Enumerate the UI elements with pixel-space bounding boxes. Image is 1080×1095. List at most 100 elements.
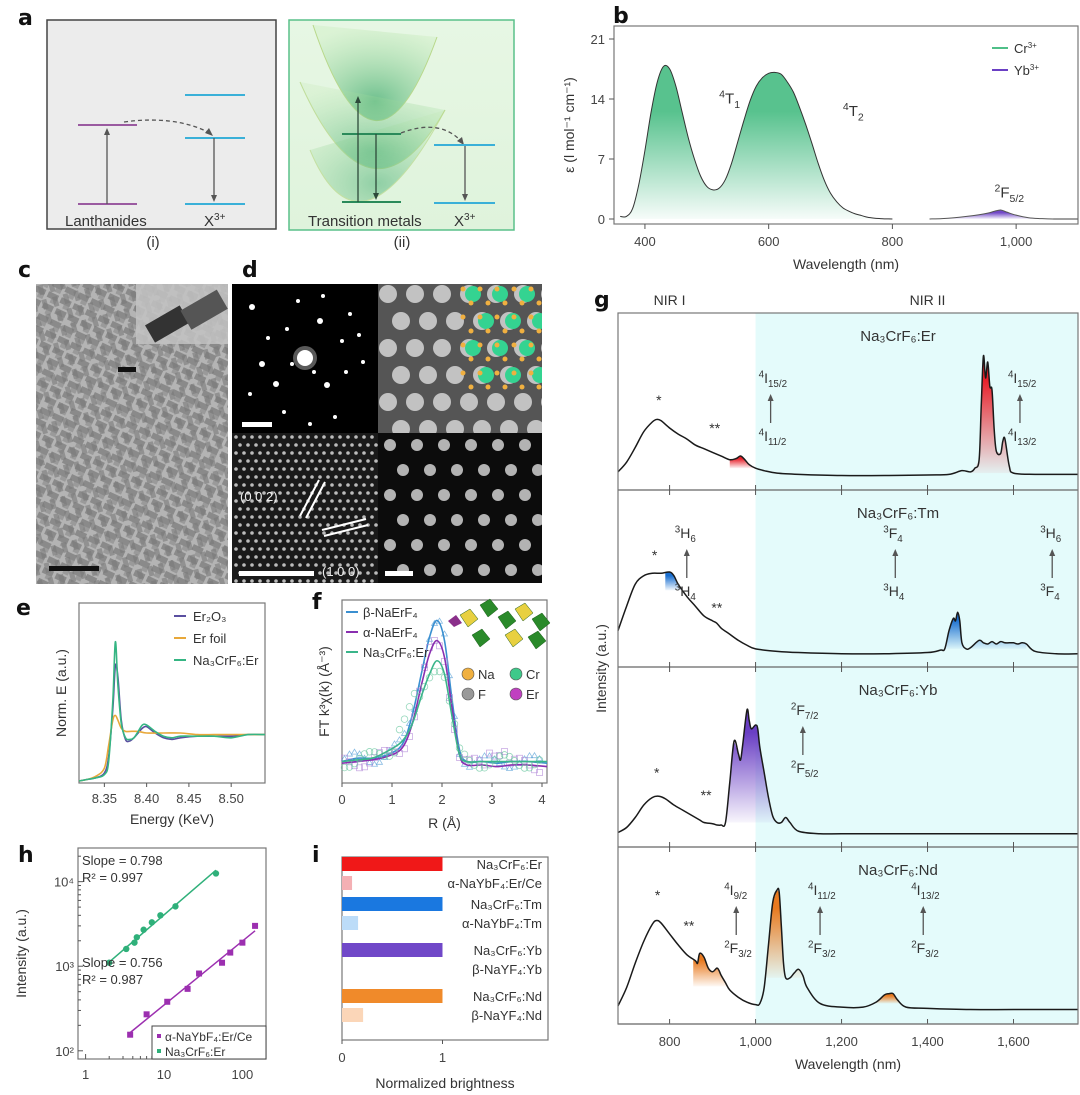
lattice-dot (338, 483, 342, 487)
lattice-dot (322, 451, 326, 455)
lattice-dot (318, 443, 322, 447)
lattice-dot (282, 451, 286, 455)
lattice-dot (374, 507, 378, 511)
r2-annotation-2: R² = 0.987 (82, 972, 143, 987)
lattice-dot (282, 499, 286, 503)
lattice-dot (270, 491, 274, 495)
marker-triangle (525, 751, 534, 759)
atom-spot (384, 539, 396, 551)
state-label: 4T1 (719, 88, 740, 111)
transition-metals-label: Transition metals (308, 213, 422, 230)
lower-state-label: 4I11/2 (759, 427, 787, 448)
data-point (148, 919, 156, 926)
lattice-dot (298, 531, 302, 535)
lattice-dot (350, 523, 354, 527)
lattice-dot (242, 579, 246, 583)
upper-state-label: 4I13/2 (911, 881, 939, 902)
na-atom-overlay (502, 384, 508, 390)
lattice-dot (370, 563, 374, 567)
lattice-dot (330, 499, 334, 503)
xtick-label: 3 (488, 792, 495, 807)
na-atom-overlay (519, 384, 525, 390)
lattice-dot (250, 563, 254, 567)
spectrum-line (617, 887, 1078, 1011)
atom-legend-label: Cr (526, 667, 540, 682)
lattice-dot (330, 435, 334, 439)
scale-bar-atomres (385, 571, 413, 576)
data-point (123, 945, 130, 953)
transition-arrowhead (817, 906, 824, 913)
lattice-dot (242, 531, 246, 535)
lattice-dot (262, 443, 266, 447)
lattice-dot (342, 507, 346, 511)
atom-spot (411, 439, 423, 451)
marker-circle (500, 751, 509, 759)
ytick-label: 10⁴ (54, 875, 74, 890)
cr-atom-overlay (492, 286, 508, 302)
diffraction-spot (348, 312, 352, 316)
atom-spot (424, 514, 436, 526)
atom-spot (397, 464, 409, 476)
category-label: β-NaYF₄:Yb (472, 962, 542, 977)
ytick-label: 10² (55, 1044, 74, 1059)
xtick-label: 1,000 (739, 1034, 772, 1049)
lattice-dot (374, 571, 378, 575)
lattice-dot (318, 523, 322, 527)
lattice-dot (322, 515, 326, 519)
marker-circle (535, 756, 544, 764)
lattice-dot (334, 475, 338, 479)
lattice-dot (270, 443, 274, 447)
lattice-dot (322, 547, 326, 551)
atom-legend-label: Er (526, 687, 540, 702)
lattice-dot (338, 515, 342, 519)
lower-state-label: 3H4 (883, 582, 905, 603)
na-atom-overlay (468, 384, 474, 390)
atom-column (392, 312, 410, 330)
lower-state-label: 2F3/2 (911, 939, 939, 960)
lattice-dot (338, 467, 342, 471)
lattice-dot (322, 563, 326, 567)
lattice-dot (274, 451, 278, 455)
category-label: Na₃CrF₆:Tm (471, 897, 542, 912)
lattice-dot (234, 451, 238, 455)
central-beam (297, 350, 313, 366)
subplot-title: Na₃CrF₆:Nd (858, 862, 938, 879)
lattice-dot (238, 475, 242, 479)
plot-frame (613, 25, 1079, 225)
lattice-dot (246, 475, 250, 479)
ytick-label: 14 (591, 92, 605, 107)
x3-label-i: X3+ (204, 212, 226, 230)
data-point (140, 926, 147, 933)
peak-marker: ** (683, 917, 694, 933)
y-axis-label: Intensity (a.u.) (593, 624, 609, 713)
lattice-dot (342, 539, 346, 543)
lattice-dot (314, 531, 318, 535)
lattice-dot (286, 459, 290, 463)
atom-spot (411, 539, 423, 551)
lattice-dot (338, 499, 342, 503)
lattice-dot (346, 499, 350, 503)
lattice-dot (270, 555, 274, 559)
lattice-dot (238, 459, 242, 463)
lattice-dot (334, 459, 338, 463)
lower-state-label: 2F5/2 (791, 759, 819, 780)
lattice-dot (302, 491, 306, 495)
atom-spot (465, 439, 477, 451)
lattice-dot (262, 491, 266, 495)
lattice-dot (334, 491, 338, 495)
lattice-dot (330, 483, 334, 487)
chart-g-emission: NIR I NIR IINa₃CrF₆:Er***4I15/24I11/24I15… (593, 292, 1079, 1072)
lattice-dot (254, 459, 258, 463)
lattice-dot (314, 451, 318, 455)
lower-state-label: 2F3/2 (724, 939, 752, 960)
atom-spot (492, 539, 504, 551)
lattice-dot (250, 579, 254, 583)
lattice-dot (362, 579, 366, 583)
lattice-dot (366, 443, 370, 447)
atom-column (392, 420, 410, 433)
lattice-dot (306, 579, 310, 583)
transfer-arrowhead (205, 128, 213, 136)
marker-circle (410, 689, 419, 698)
crystal-structure-inset (448, 598, 551, 650)
lattice-dot (274, 579, 278, 583)
